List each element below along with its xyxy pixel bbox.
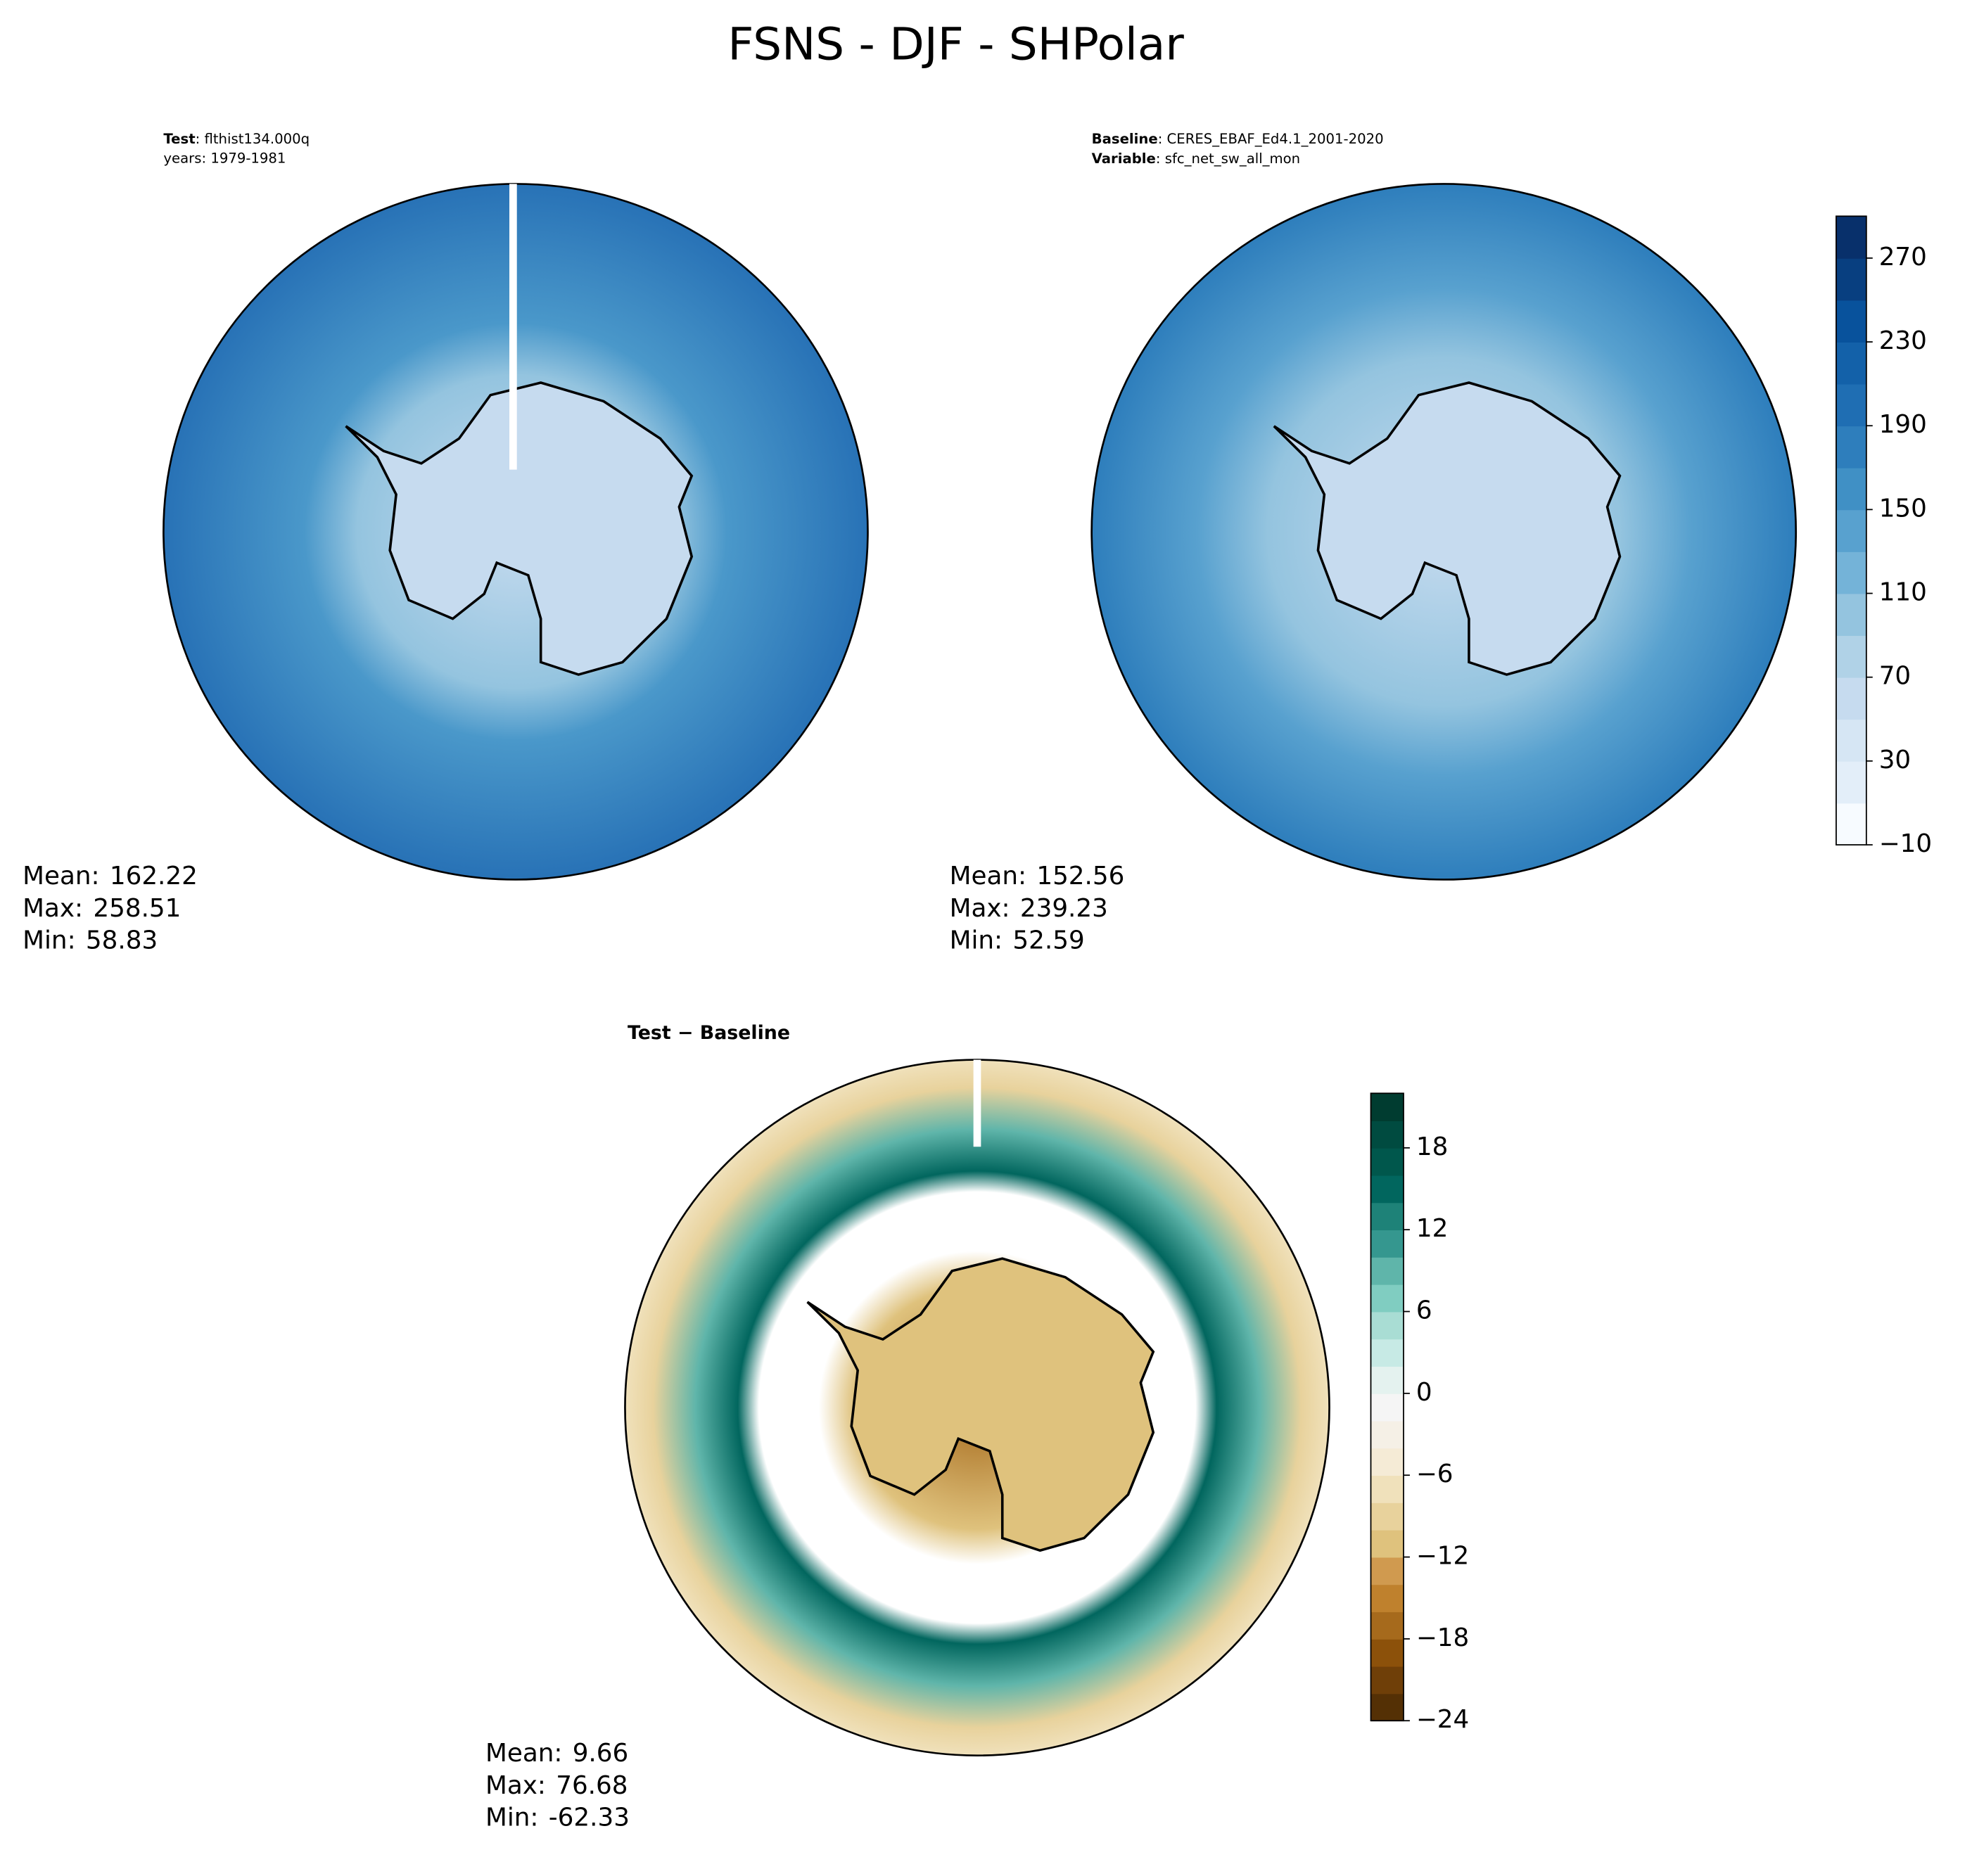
map-test bbox=[163, 183, 869, 881]
stat: Min: 52.59 bbox=[950, 926, 1085, 955]
stat: Max: 258.51 bbox=[23, 894, 181, 923]
colorbar-swatch bbox=[1370, 1393, 1404, 1422]
colorbar-tick-label: 150 bbox=[1879, 494, 1927, 523]
colorbar-swatch bbox=[1836, 342, 1866, 385]
map-baseline bbox=[1090, 183, 1798, 881]
colorbar-swatch bbox=[1370, 1557, 1404, 1585]
colorbar-swatch bbox=[1370, 1448, 1404, 1476]
panel-header: Baseline: CERES_EBAF_Ed4.1_2001-2020 bbox=[1092, 130, 1384, 146]
colorbar-swatch bbox=[1370, 1366, 1404, 1394]
header-value: : flthist134.000q bbox=[196, 130, 310, 146]
stat-label: Mean: bbox=[23, 862, 99, 891]
colorbar-swatch bbox=[1836, 760, 1866, 804]
colorbar-swatch bbox=[1836, 467, 1866, 511]
stat-value: 76.68 bbox=[556, 1771, 628, 1800]
colorbar-swatch bbox=[1370, 1584, 1404, 1612]
colorbar-tick-label: 12 bbox=[1416, 1214, 1448, 1243]
stat-value: 9.66 bbox=[573, 1739, 629, 1768]
colorbar-swatch bbox=[1370, 1256, 1404, 1285]
panel-header: Test: flthist134.000q bbox=[163, 130, 310, 146]
stat: Max: 76.68 bbox=[485, 1771, 628, 1800]
panel-header: Variable: sfc_net_sw_all_mon bbox=[1092, 151, 1300, 167]
colorbar-swatch bbox=[1370, 1529, 1404, 1558]
colorbar-swatch bbox=[1370, 1121, 1404, 1149]
colorbar-swatch bbox=[1836, 719, 1866, 762]
colorbar-swatch bbox=[1836, 509, 1866, 552]
colorbar-swatch bbox=[1370, 1147, 1404, 1176]
colorbar-tick-label: 0 bbox=[1416, 1378, 1432, 1407]
stat-value: 162.22 bbox=[110, 862, 198, 891]
colorbar-frame bbox=[1370, 1092, 1404, 1722]
stat-value: 52.59 bbox=[1012, 926, 1084, 955]
colorbar-tick-label: 230 bbox=[1879, 326, 1927, 355]
colorbar-swatch bbox=[1836, 677, 1866, 720]
figure-title: FSNS - DJF - SHPolar bbox=[727, 19, 1184, 71]
colorbar-swatch bbox=[1370, 1693, 1404, 1722]
stat-label: Max: bbox=[485, 1771, 546, 1800]
colorbar-swatch bbox=[1836, 803, 1866, 846]
colorbar-swatch bbox=[1370, 1339, 1404, 1367]
stat-value: 152.56 bbox=[1036, 862, 1124, 891]
stat-label: Min: bbox=[485, 1804, 538, 1832]
colorbar-frame bbox=[1836, 215, 1867, 846]
stat: Mean: 162.22 bbox=[23, 862, 198, 891]
colorbar-swatch bbox=[1370, 1420, 1404, 1449]
colorbar-tick-label: 18 bbox=[1416, 1132, 1448, 1161]
stat: Min: 58.83 bbox=[23, 926, 158, 955]
colorbar-swatch bbox=[1370, 1175, 1404, 1204]
colorbar-swatch bbox=[1370, 1093, 1404, 1121]
colorbar-tick-label: −10 bbox=[1879, 829, 1932, 858]
header-key: Variable bbox=[1092, 151, 1156, 167]
colorbar-tick-label: 30 bbox=[1879, 746, 1911, 774]
colorbar-swatch bbox=[1370, 1502, 1404, 1531]
stat-value: -62.33 bbox=[549, 1804, 630, 1832]
colorbar-tick-label: 6 bbox=[1416, 1296, 1432, 1325]
colorbar-swatch bbox=[1836, 216, 1866, 259]
colorbar-tick-label: −24 bbox=[1416, 1705, 1469, 1734]
stat: Max: 239.23 bbox=[950, 894, 1108, 923]
colorbar-swatch bbox=[1370, 1612, 1404, 1640]
colorbar-tick-label: −6 bbox=[1416, 1460, 1453, 1488]
stat-label: Mean: bbox=[485, 1739, 562, 1768]
stat-value: 239.23 bbox=[1020, 894, 1108, 923]
colorbar-tick-label: −18 bbox=[1416, 1623, 1469, 1652]
colorbar-swatch bbox=[1370, 1475, 1404, 1503]
panel-header: years: 1979-1981 bbox=[163, 151, 286, 167]
header-value: : sfc_net_sw_all_mon bbox=[1156, 151, 1300, 167]
header-key: Test bbox=[163, 130, 195, 146]
map-difference bbox=[624, 1059, 1330, 1757]
colorbar-swatch bbox=[1370, 1638, 1404, 1667]
colorbar-swatch bbox=[1836, 257, 1866, 301]
stat: Min: -62.33 bbox=[485, 1804, 630, 1832]
colorbar-swatch bbox=[1836, 300, 1866, 343]
stat-label: Min: bbox=[23, 926, 75, 955]
colorbar-swatch bbox=[1836, 593, 1866, 637]
colorbar-swatch bbox=[1836, 426, 1866, 468]
colorbar-swatch bbox=[1370, 1202, 1404, 1231]
stat-value: 58.83 bbox=[86, 926, 158, 955]
colorbar-swatch bbox=[1836, 635, 1866, 678]
colorbar-tick-label: 70 bbox=[1879, 662, 1911, 691]
colorbar-swatch bbox=[1370, 1666, 1404, 1695]
colorbar-tick-label: 270 bbox=[1879, 243, 1927, 272]
stat: Mean: 152.56 bbox=[950, 862, 1125, 891]
colorbar-swatch bbox=[1836, 551, 1866, 594]
panel-header: Test − Baseline bbox=[628, 1022, 790, 1044]
header-value: : CERES_EBAF_Ed4.1_2001-2020 bbox=[1158, 130, 1384, 146]
header-key: Baseline bbox=[1092, 130, 1158, 146]
stat-label: Min: bbox=[950, 926, 1003, 955]
colorbar-tick-label: 110 bbox=[1879, 578, 1927, 607]
stat-value: 258.51 bbox=[93, 894, 181, 923]
colorbar-swatch bbox=[1370, 1284, 1404, 1313]
stat-label: Max: bbox=[950, 894, 1010, 923]
colorbar-swatch bbox=[1370, 1311, 1404, 1340]
colorbar-swatch bbox=[1370, 1230, 1404, 1258]
stat-label: Mean: bbox=[950, 862, 1026, 891]
colorbar-swatch bbox=[1836, 383, 1866, 427]
stat-label: Max: bbox=[23, 894, 83, 923]
colorbar-tick-label: −12 bbox=[1416, 1542, 1469, 1571]
colorbar-tick-label: 190 bbox=[1879, 410, 1927, 439]
stat: Mean: 9.66 bbox=[485, 1739, 628, 1768]
